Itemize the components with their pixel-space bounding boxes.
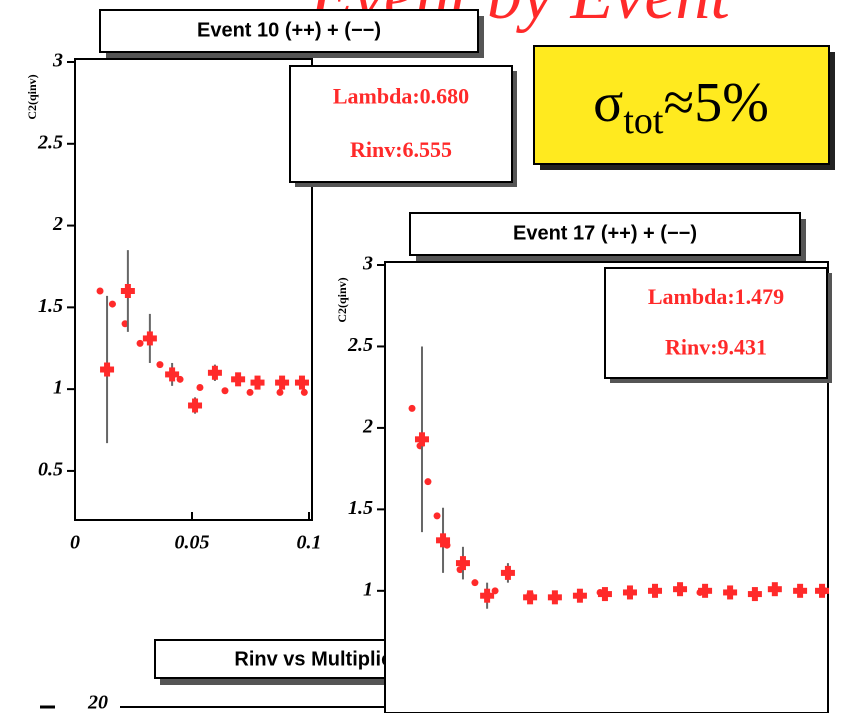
y-tick-label: 3 bbox=[52, 50, 63, 72]
y-tick-label: 20 bbox=[87, 692, 108, 713]
data-point-v bbox=[124, 284, 131, 298]
chart-title: Event 17 (++) + (−−) bbox=[513, 222, 697, 244]
fit-point bbox=[246, 388, 254, 396]
chart: C2(qinv) 1 1.5 2 2.5 3 Event 17 (++) + (−−) Lam… bbox=[335, 212, 832, 713]
stats-text: Rinv:6.555 bbox=[350, 137, 452, 162]
fit-point bbox=[96, 287, 104, 295]
data-point-v bbox=[298, 375, 305, 390]
data-point-v bbox=[601, 587, 608, 602]
fit-point bbox=[408, 404, 416, 412]
y-tick-label: 2 bbox=[362, 416, 373, 438]
y-tick-label: 2.5 bbox=[347, 334, 373, 356]
fit-point bbox=[156, 361, 164, 369]
title-box bbox=[99, 9, 479, 53]
sigma-box: σtot≈5% bbox=[533, 45, 835, 170]
sigma-sub: tot bbox=[623, 100, 664, 142]
data-point-v bbox=[797, 583, 804, 598]
data-point-v bbox=[146, 331, 153, 346]
data-point-v bbox=[484, 588, 491, 603]
fit-point bbox=[176, 375, 184, 383]
y-tick-label: 1 bbox=[53, 377, 63, 399]
data-point-v bbox=[751, 587, 758, 602]
sigma-text: σtot≈5% bbox=[593, 72, 769, 142]
fit-point bbox=[196, 384, 204, 392]
fit-point bbox=[136, 339, 144, 347]
y-axis-label: C2(qinv) bbox=[25, 74, 39, 119]
fit-point bbox=[424, 478, 432, 486]
sigma-symbol: σ bbox=[593, 72, 623, 134]
data-point-v bbox=[819, 583, 826, 598]
x-tick-label: 0 bbox=[70, 532, 80, 554]
y-tick-label: 1.5 bbox=[348, 497, 373, 519]
data-point-v bbox=[254, 375, 261, 390]
data-point-v bbox=[652, 583, 659, 598]
y-tick-label: 0.5 bbox=[38, 459, 63, 481]
sigma-rest: ≈5% bbox=[663, 72, 768, 134]
data-point-v bbox=[702, 583, 709, 598]
data-point-v bbox=[418, 432, 425, 447]
data-point-v bbox=[527, 590, 534, 605]
x-tick-label: 0.05 bbox=[175, 532, 210, 554]
data-point-v bbox=[576, 588, 583, 603]
y-axis-label: C2(qinv) bbox=[335, 277, 349, 322]
fit-point bbox=[221, 387, 229, 395]
fit-point bbox=[471, 579, 479, 587]
chart: C2(qinv) 0.5 1 1.5 2 2.5 3 0 0.05 0.1 Event 10 (++… bbox=[25, 9, 517, 554]
plot-frame bbox=[74, 58, 313, 521]
title-box bbox=[409, 212, 801, 256]
data-point-v bbox=[192, 398, 199, 413]
fit-point bbox=[121, 320, 129, 328]
data-point-v bbox=[677, 582, 684, 597]
y-tick-label: 1 bbox=[363, 578, 373, 600]
data-point-v bbox=[626, 585, 633, 600]
data-point-v bbox=[459, 556, 466, 571]
data-point-v bbox=[104, 362, 111, 377]
data-point-v bbox=[504, 565, 511, 580]
stats-box bbox=[289, 65, 513, 183]
stats-text: Lambda:0.680 bbox=[333, 84, 469, 109]
data-point-v bbox=[771, 582, 778, 597]
data-point-v bbox=[211, 365, 218, 380]
y-tick-label: 1.5 bbox=[38, 295, 63, 317]
data-point-v bbox=[727, 585, 734, 600]
data-point-v bbox=[440, 533, 447, 548]
data-point-v bbox=[169, 367, 176, 382]
y-tick-label: 3 bbox=[362, 253, 373, 275]
fit-point bbox=[276, 388, 284, 396]
data-point-v bbox=[279, 375, 286, 390]
y-tick-label: 2 bbox=[52, 213, 63, 235]
fit-point bbox=[300, 388, 308, 396]
data-point-v bbox=[551, 590, 558, 605]
stats-text: Rinv:9.431 bbox=[665, 334, 767, 359]
y-tick-label: 2.5 bbox=[37, 131, 63, 153]
stats-box bbox=[604, 267, 828, 379]
x-tick-label: 0.1 bbox=[297, 532, 322, 554]
stats-text: Lambda:1.479 bbox=[648, 284, 784, 309]
box bbox=[533, 45, 830, 165]
fit-point bbox=[108, 300, 116, 308]
fit-point bbox=[433, 512, 441, 520]
data-point-v bbox=[235, 372, 242, 387]
charts: C2(qinv) 0.5 1 1.5 2 2.5 3 0 0.05 0.1 Event 10 (++… bbox=[25, 9, 832, 713]
fit-point bbox=[491, 587, 499, 595]
chart-title: Event 10 (++) + (−−) bbox=[197, 19, 381, 41]
